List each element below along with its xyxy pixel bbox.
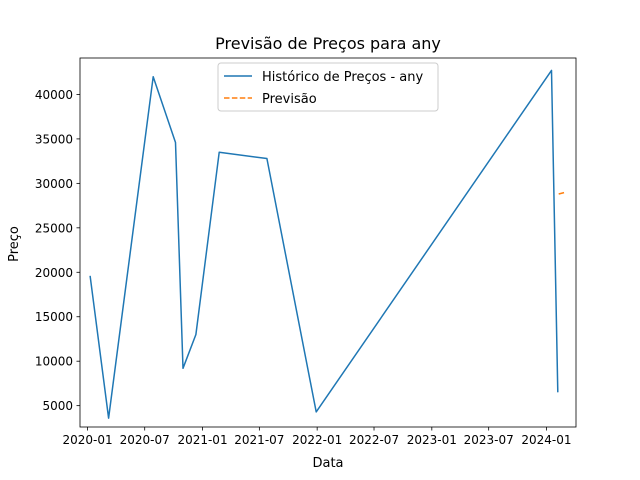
x-tick-label: 2020-01 — [62, 433, 112, 447]
x-tick-label: 2023-07 — [464, 433, 514, 447]
y-tick-label: 10000 — [35, 355, 73, 369]
axes-frame — [79, 57, 577, 428]
axes: 2020-01 2020-07 2021-01 2021-07 2022-01 2022-… — [35, 57, 577, 447]
x-tick-label: 2021-01 — [177, 433, 227, 447]
y-tick-label: 5000 — [42, 399, 73, 413]
x-tick-label: 2022-07 — [349, 433, 399, 447]
y-tick-label: 40000 — [35, 88, 73, 102]
legend-box — [217, 62, 439, 112]
legend-label-0: Histórico de Preços - any — [262, 70, 423, 85]
series-line-0 — [89, 69, 559, 419]
legend-label-1: Previsão — [262, 92, 317, 107]
y-tick-label: 15000 — [35, 310, 73, 324]
chart-title: Previsão de Preços para any — [215, 34, 441, 53]
x-tick-label: 2020-07 — [120, 433, 170, 447]
x-tick-label: 2024-01 — [521, 433, 571, 447]
x-tick-label: 2022-01 — [292, 433, 342, 447]
y-tick-label: 25000 — [35, 221, 73, 235]
y-tick-label: 30000 — [35, 177, 73, 191]
y-tick-label: 20000 — [35, 266, 73, 280]
x-axis-label: Data — [312, 456, 343, 471]
x-tick-label: 2021-07 — [234, 433, 284, 447]
series-line-1 — [558, 191, 566, 195]
y-tick-label: 35000 — [35, 132, 73, 146]
plot-area — [89, 69, 566, 419]
legend: Histórico de Preços - any Previsão — [217, 62, 439, 112]
x-tick-label: 2023-01 — [407, 433, 457, 447]
y-axis-label: Preço — [7, 226, 22, 262]
